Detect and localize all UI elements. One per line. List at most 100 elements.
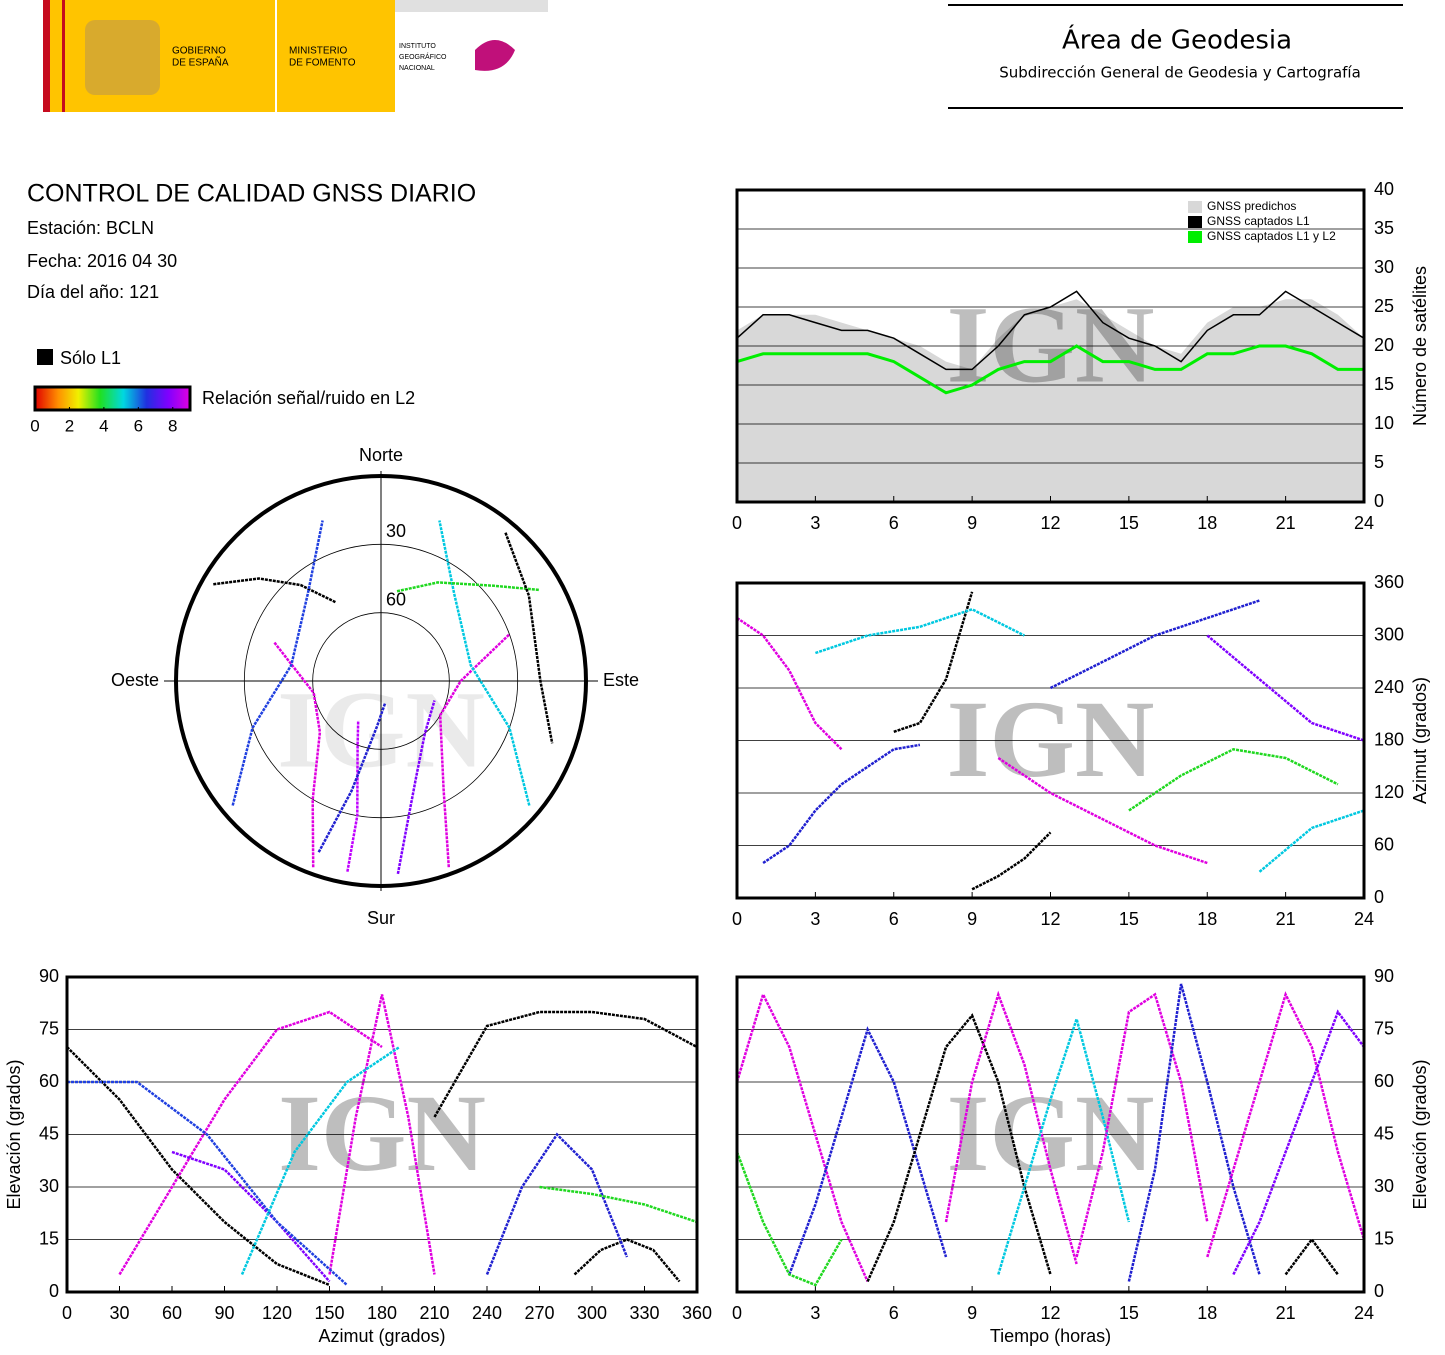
satellite-track (1232, 1009, 1366, 1276)
satellite-track (1049, 599, 1260, 690)
satellite-track (213, 577, 336, 604)
y-tick-label: 90 (1374, 966, 1394, 986)
satellite-track (346, 720, 360, 872)
satellite-track (438, 633, 511, 868)
plot-frame (735, 975, 1366, 1294)
y-axis-label: Elevación (grados) (1410, 1059, 1430, 1209)
logo-text: NACIONAL (399, 65, 435, 72)
watermark: IGN (278, 1072, 486, 1194)
satellite-track (997, 756, 1208, 865)
colorbar-tick-label: 8 (168, 416, 177, 435)
x-tick-label: 6 (889, 513, 899, 533)
x-tick-label: 90 (214, 1303, 234, 1323)
charts: 0 2 4 6 8IGN3060NorteSurEsteOesteIGN05101520… (4, 179, 1430, 1346)
satellite-track (971, 831, 1052, 891)
satellite-track (67, 1080, 348, 1286)
y-axis-label: Elevación (grados) (4, 1059, 24, 1209)
satellite-track (1284, 1237, 1339, 1276)
satellite-track (328, 994, 436, 1275)
direction-label: Sur (367, 908, 395, 928)
page-title: CONTROL DE CALIDAD GNSS DIARIO (27, 180, 476, 208)
plot-frame (735, 581, 1366, 900)
line (736, 344, 1364, 395)
info-text: Estación: BCLN (27, 218, 154, 238)
x-tick-label: 21 (1276, 909, 1296, 929)
x-tick-label: 12 (1040, 1303, 1060, 1323)
y-tick-label: 35 (1374, 218, 1394, 238)
satellite-track (736, 616, 843, 751)
colorbar-tick-label: 2 (65, 416, 74, 435)
satellite-track (317, 702, 387, 853)
y-tick-label: 25 (1374, 296, 1394, 316)
x-tick-label: 180 (367, 1303, 397, 1323)
y-axis-label: Azimut (grados) (1410, 677, 1430, 804)
satellite-track (1075, 992, 1209, 1258)
legend-swatch (1188, 201, 1202, 213)
y-tick-label: 180 (1374, 729, 1404, 749)
ring-label: 60 (386, 589, 406, 609)
legend-label: GNSS captados L1 y L2 (1207, 229, 1336, 243)
elevation-ring (243, 543, 519, 819)
x-tick-label: 9 (967, 1303, 977, 1323)
logo-text: DE ESPAÑA (172, 56, 229, 69)
x-tick-label: 3 (810, 909, 820, 929)
y-tick-label: 0 (1374, 491, 1384, 511)
x-axis-label: Azimut (grados) (318, 1326, 445, 1346)
logo-text: MINISTERIO (289, 46, 348, 57)
x-tick-label: 360 (682, 1303, 712, 1323)
watermark: IGN (947, 283, 1155, 405)
direction-label: Este (603, 670, 639, 690)
colorbar-tick-label: 4 (99, 416, 108, 435)
colorbar (33, 385, 192, 412)
satellite-track (944, 990, 1078, 1265)
satellite-track (504, 532, 554, 744)
y-tick-label: 30 (1374, 257, 1394, 277)
satellite-track (815, 607, 1025, 655)
x-axis-label: Tiempo (horas) (990, 1326, 1111, 1346)
x-tick-label: 270 (524, 1303, 554, 1323)
satellite-track (1128, 748, 1339, 812)
y-tick-label: 0 (49, 1281, 59, 1301)
logo-text: GOBIERNO (172, 46, 226, 57)
plot-frame (735, 188, 1366, 504)
direction-label: Norte (359, 445, 403, 465)
x-tick-label: 12 (1040, 513, 1060, 533)
satellite-track (866, 1013, 1052, 1283)
x-tick-label: 18 (1197, 1303, 1217, 1323)
satellite-track (573, 1238, 681, 1283)
y-tick-label: 0 (1374, 1281, 1384, 1301)
watermark: IGN (947, 1072, 1155, 1194)
legend-swatch (1188, 216, 1202, 228)
y-tick-label: 30 (39, 1176, 59, 1196)
x-tick-label: 9 (967, 513, 977, 533)
satellite-track (396, 700, 436, 875)
info-text: Fecha: 2016 04 30 (27, 251, 177, 271)
satellite-track (433, 1010, 698, 1118)
y-tick-label: 120 (1374, 782, 1404, 802)
y-tick-label: 300 (1374, 624, 1404, 644)
y-tick-label: 240 (1374, 677, 1404, 697)
logo (43, 0, 548, 112)
x-tick-label: 21 (1276, 513, 1296, 533)
x-tick-label: 150 (314, 1303, 344, 1323)
x-tick-label: 0 (732, 1303, 742, 1323)
satellite-track (273, 641, 322, 868)
x-tick-label: 30 (109, 1303, 129, 1323)
x-tick-label: 240 (472, 1303, 502, 1323)
logo-text: GEOGRÁFICO (399, 52, 447, 61)
header-title: Área de Geodesia (1062, 24, 1292, 56)
satellite-track (735, 991, 869, 1283)
legend-label: GNSS captados L1 (1207, 214, 1310, 228)
satellite-track (762, 743, 921, 865)
y-tick-label: 10 (1374, 413, 1394, 433)
y-tick-label: 20 (1374, 335, 1394, 355)
x-tick-label: 9 (967, 909, 977, 929)
satellite-track (240, 1045, 401, 1275)
y-tick-label: 60 (1374, 1071, 1394, 1091)
logo-text: INSTITUTO (399, 43, 436, 50)
x-tick-label: 0 (62, 1303, 72, 1323)
area (737, 299, 1364, 502)
x-tick-label: 60 (162, 1303, 182, 1323)
x-tick-label: 0 (732, 513, 742, 533)
